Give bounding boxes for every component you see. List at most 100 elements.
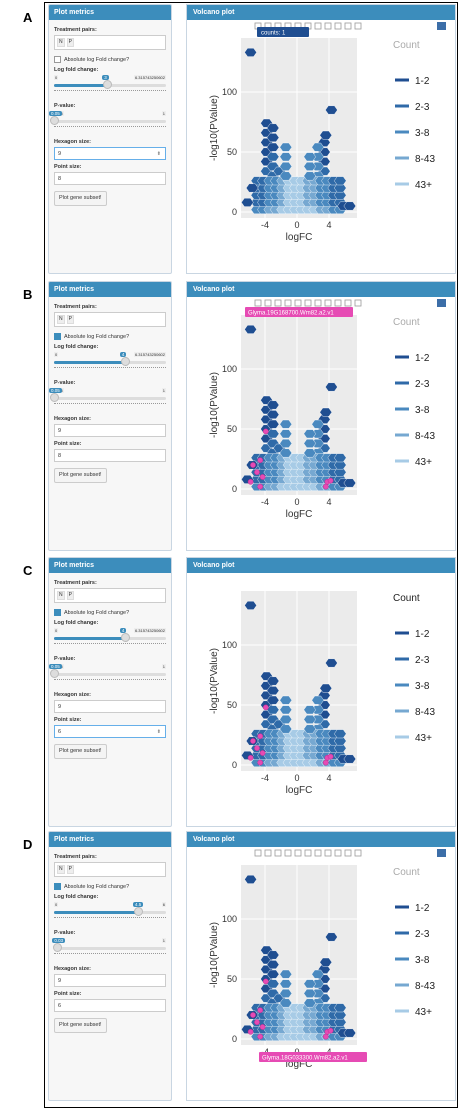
hexbin[interactable] bbox=[279, 979, 293, 989]
treatment-tag[interactable]: P bbox=[66, 38, 74, 47]
hexbin[interactable] bbox=[319, 407, 333, 417]
pvalue-slider[interactable]: 0.05 1 0.05 bbox=[49, 111, 166, 135]
treatment-tag[interactable]: P bbox=[66, 865, 74, 874]
hexbin[interactable] bbox=[311, 142, 325, 152]
hexbin[interactable] bbox=[279, 429, 293, 439]
treatment-tag[interactable]: P bbox=[66, 315, 74, 324]
compare-icon[interactable] bbox=[354, 849, 362, 857]
hexbin[interactable] bbox=[311, 989, 325, 998]
highlighted-gene-point[interactable] bbox=[262, 978, 269, 985]
hexbin[interactable] bbox=[303, 989, 317, 998]
hexbin[interactable] bbox=[333, 176, 347, 186]
hexbin[interactable] bbox=[303, 448, 317, 458]
treatment-tag[interactable]: N bbox=[57, 38, 65, 47]
plot-gene-subset-button[interactable]: Plot gene subset! bbox=[54, 468, 107, 483]
zoom-in-icon[interactable] bbox=[304, 849, 312, 857]
point-size-input[interactable]: 6 ⬍ bbox=[54, 725, 166, 738]
spinner-icon[interactable]: ⬍ bbox=[156, 151, 161, 157]
hexbin[interactable] bbox=[266, 969, 280, 979]
logfc-handle[interactable] bbox=[120, 633, 130, 642]
highlighted-gene-point[interactable] bbox=[257, 483, 264, 490]
highlighted-gene-point[interactable] bbox=[257, 759, 264, 766]
hexbin[interactable] bbox=[241, 198, 254, 207]
reset-icon[interactable] bbox=[334, 849, 342, 857]
pvalue-handle[interactable] bbox=[50, 393, 59, 402]
highlighted-gene-point[interactable] bbox=[327, 477, 334, 484]
hexbin[interactable] bbox=[266, 123, 280, 133]
highlighted-gene-point[interactable] bbox=[259, 474, 266, 480]
spinner-icon[interactable]: ⬍ bbox=[156, 729, 161, 735]
hexbin[interactable] bbox=[325, 658, 338, 668]
compare-icon[interactable] bbox=[354, 22, 362, 30]
logfc-handle[interactable] bbox=[120, 357, 130, 366]
hexbin[interactable] bbox=[311, 152, 325, 162]
reset-icon[interactable] bbox=[334, 299, 342, 307]
treatment-tag[interactable]: N bbox=[57, 591, 65, 600]
hexbin[interactable] bbox=[311, 419, 325, 429]
highlighted-gene-point[interactable] bbox=[262, 428, 269, 435]
pvalue-track[interactable] bbox=[54, 947, 166, 950]
plot-gene-subset-button[interactable]: Plot gene subset! bbox=[54, 1018, 107, 1033]
highlighted-gene-point[interactable] bbox=[257, 733, 264, 740]
highlighted-gene-point[interactable] bbox=[327, 1027, 334, 1034]
hexbin[interactable] bbox=[279, 715, 293, 724]
highlighted-gene-point[interactable] bbox=[250, 462, 256, 468]
pvalue-slider[interactable]: 0.05 1 0.05 bbox=[49, 664, 166, 688]
hexbin[interactable] bbox=[311, 969, 325, 979]
logfc-slider[interactable]: 0 6.315743250602 4 bbox=[54, 628, 166, 652]
abs-checkbox[interactable] bbox=[54, 56, 61, 63]
hexbin[interactable] bbox=[343, 201, 357, 211]
highlighted-gene-point[interactable] bbox=[250, 738, 256, 744]
zoom-out-icon[interactable] bbox=[314, 22, 322, 30]
treatment-tag[interactable]: N bbox=[57, 315, 65, 324]
hexbin[interactable] bbox=[244, 875, 257, 884]
highlighted-gene-point[interactable] bbox=[254, 469, 260, 476]
hexbin[interactable] bbox=[303, 979, 317, 989]
zoom-out-icon[interactable] bbox=[314, 299, 322, 307]
autoscale-icon[interactable] bbox=[324, 849, 332, 857]
abs-checkbox[interactable] bbox=[54, 333, 61, 340]
highlighted-gene-point[interactable] bbox=[257, 457, 264, 464]
zoom-icon[interactable] bbox=[264, 299, 272, 307]
highlighted-gene-point[interactable] bbox=[327, 753, 334, 760]
hexbin[interactable] bbox=[279, 998, 293, 1008]
reset-icon[interactable] bbox=[334, 22, 342, 30]
autoscale-icon[interactable] bbox=[324, 22, 332, 30]
hexbin[interactable] bbox=[311, 695, 325, 705]
highlighted-gene-point[interactable] bbox=[257, 1033, 264, 1040]
hexbin[interactable] bbox=[311, 429, 325, 439]
hexbin[interactable] bbox=[244, 601, 257, 610]
abs-checkbox-row[interactable]: Absolute log Fold change? bbox=[54, 609, 166, 616]
highlighted-gene-point[interactable] bbox=[257, 1007, 264, 1014]
zoom-out-icon[interactable] bbox=[314, 849, 322, 857]
hexbin[interactable] bbox=[266, 979, 280, 989]
hexbin[interactable] bbox=[279, 705, 293, 715]
highlighted-gene-point[interactable] bbox=[259, 750, 266, 756]
hexbin[interactable] bbox=[244, 325, 257, 334]
hexagon-size-input[interactable]: 9 bbox=[54, 974, 166, 987]
lasso-icon[interactable] bbox=[294, 299, 302, 307]
hexbin[interactable] bbox=[279, 724, 293, 734]
hexbin[interactable] bbox=[319, 683, 333, 693]
hexbin[interactable] bbox=[279, 142, 293, 152]
pvalue-slider[interactable]: 0 1 0.03 bbox=[52, 938, 166, 962]
highlighted-gene-point[interactable] bbox=[247, 478, 254, 485]
hover-icon[interactable] bbox=[344, 299, 352, 307]
hexbin[interactable] bbox=[279, 152, 293, 162]
hexbin[interactable] bbox=[266, 419, 280, 429]
plot-gene-subset-button[interactable]: Plot gene subset! bbox=[54, 744, 107, 759]
hexbin[interactable] bbox=[325, 382, 338, 392]
highlighted-gene-point[interactable] bbox=[254, 1019, 260, 1026]
abs-checkbox[interactable] bbox=[54, 609, 61, 616]
zoom-in-icon[interactable] bbox=[304, 299, 312, 307]
highlighted-gene-point[interactable] bbox=[250, 1012, 256, 1018]
hexagon-size-input[interactable]: 9 ⬍ bbox=[54, 147, 166, 160]
highlighted-gene-point[interactable] bbox=[259, 1024, 266, 1030]
hexbin[interactable] bbox=[303, 705, 317, 715]
pvalue-track[interactable] bbox=[54, 120, 166, 123]
autoscale-icon[interactable] bbox=[324, 299, 332, 307]
hexbin[interactable] bbox=[311, 439, 325, 448]
highlighted-gene-point[interactable] bbox=[322, 759, 329, 766]
hexbin[interactable] bbox=[303, 152, 317, 162]
